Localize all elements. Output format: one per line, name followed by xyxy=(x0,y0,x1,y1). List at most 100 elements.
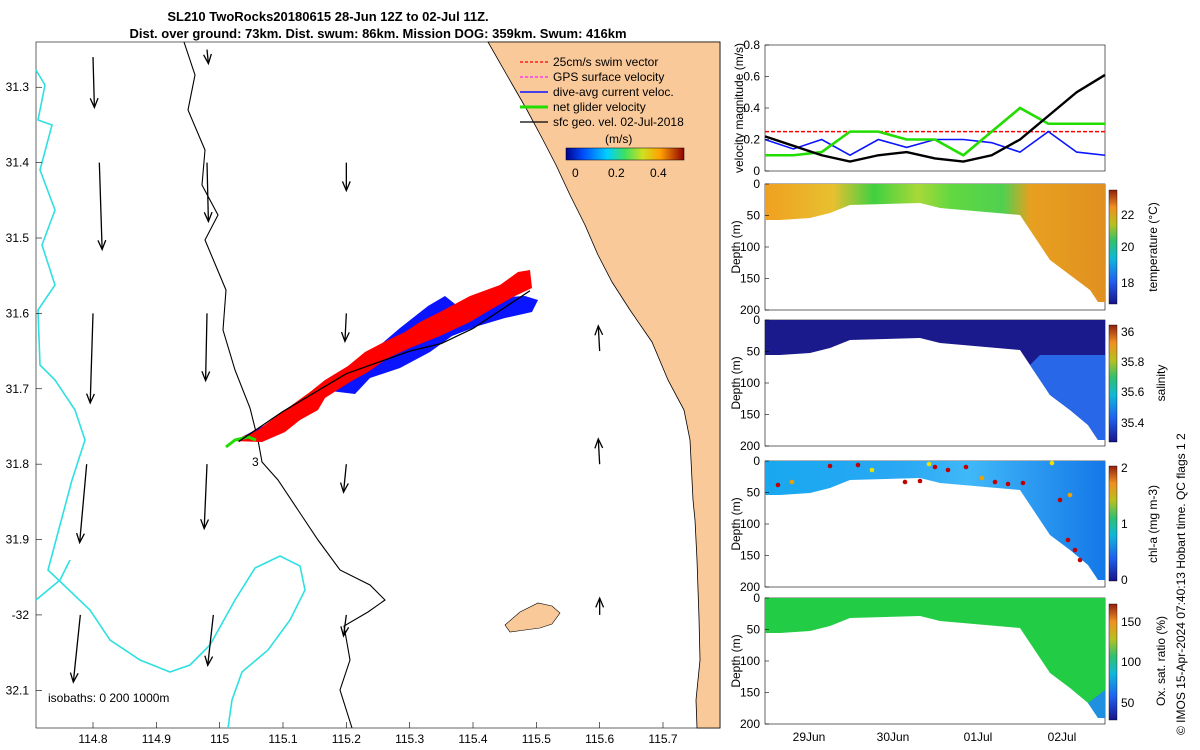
map-y-tick-label: 31.9 xyxy=(6,533,30,547)
map-y-tick-label: 31.5 xyxy=(6,231,30,245)
map-x-tick-label: 115.3 xyxy=(395,732,424,746)
temperature-colorbar-tick: 18 xyxy=(1121,276,1135,290)
time-axis-tick: 30Jun xyxy=(877,730,910,744)
figure-title: SL210 TwoRocks20180615 28-Jun 12Z to 02-… xyxy=(167,9,488,24)
temperature-colorbar-tick: 22 xyxy=(1121,208,1135,222)
depth-tick-label: 50 xyxy=(747,486,761,500)
salinity-field xyxy=(765,320,1105,440)
chla-colorbar xyxy=(1108,465,1118,582)
island xyxy=(504,602,561,633)
chla-colorbar-tick: 2 xyxy=(1121,461,1128,475)
map-y-tick-label: 32.1 xyxy=(6,683,30,697)
sfc-vector-arrow xyxy=(594,437,604,465)
map-y-tick-label: 31.3 xyxy=(6,80,30,94)
depth-tick-label: 0 xyxy=(753,591,760,605)
temperature-ylabel: Depth (m) xyxy=(729,220,743,273)
legend-entry: sfc geo. vel. 02-Jul-2018 xyxy=(553,115,684,129)
depth-tick-label: 100 xyxy=(740,517,760,531)
depth-tick-label: 100 xyxy=(740,376,760,390)
time-axis-tick: 01Jul xyxy=(964,730,993,744)
figure-subtitle: Dist. over ground: 73km. Dist. swum: 86k… xyxy=(129,26,626,41)
depth-tick-label: 50 xyxy=(747,623,761,637)
footer-credit: © IMOS 15-Apr-2024 07:40:13 Hobart time.… xyxy=(1174,433,1188,735)
track-blue-envelope xyxy=(236,296,538,440)
salinity-colorbar xyxy=(1108,324,1118,443)
map-x-tick-label: 115.7 xyxy=(648,732,677,746)
sfc-vector-arrow xyxy=(85,313,95,405)
legend-colorbar-tick: 0.4 xyxy=(650,166,667,180)
depth-tick-label: 100 xyxy=(740,654,760,668)
legend-colorbar xyxy=(565,147,685,161)
oxygen-colorbar-label: Ox. sat. ratio (%) xyxy=(1154,616,1168,706)
sfc-vector-arrow xyxy=(340,313,350,344)
depth-tick-label: 0 xyxy=(753,454,760,468)
depth-tick-label: 200 xyxy=(740,439,760,453)
temperature-colorbar-tick: 20 xyxy=(1121,240,1135,254)
temperature-panel: Depth (m) temperature (°C) 18 20 22 0 50 1… xyxy=(729,177,1160,317)
legend-colorbar-label: (m/s) xyxy=(605,132,632,146)
salinity-colorbar-tick: 35.6 xyxy=(1121,385,1145,399)
depth-tick-label: 150 xyxy=(740,272,760,286)
chla-dot xyxy=(789,479,795,485)
map-x-tick-label: 114.9 xyxy=(142,732,171,746)
map-y-tick-label: 31.4 xyxy=(6,156,30,170)
chla-colorbar-tick: 0 xyxy=(1121,573,1128,587)
map-x-tick-label: 115.6 xyxy=(585,732,614,746)
map-y-tick-label: 31.8 xyxy=(6,457,30,471)
oxygen-axes: 0 50 100 150 200 xyxy=(740,591,769,731)
depth-tick-label: 200 xyxy=(740,580,760,594)
chla-dot xyxy=(902,479,908,485)
legend-entry: 25cm/s swim vector xyxy=(553,55,658,69)
map-x-tick-label: 115.5 xyxy=(522,732,551,746)
map-y-tick-label: 31.6 xyxy=(6,306,30,320)
net-green-start xyxy=(225,435,257,449)
isobath-1000-line xyxy=(35,559,71,601)
velocity-frame xyxy=(764,44,1106,172)
map-x-tick-label: 115.4 xyxy=(458,732,487,746)
depth-tick-label: 100 xyxy=(740,240,760,254)
sfc-vector-arrow xyxy=(203,162,213,224)
chla-dot xyxy=(963,464,969,470)
sfc-vector-arrow xyxy=(204,614,214,667)
chla-ylabel: Depth (m) xyxy=(729,497,743,550)
chla-dot xyxy=(1072,547,1078,553)
track-layer xyxy=(225,270,538,449)
depth-tick-label: 50 xyxy=(747,209,761,223)
isobath-0-line xyxy=(183,41,386,729)
chla-dot xyxy=(1065,537,1071,543)
map-legend: 25cm/s swim vector GPS surface velocity … xyxy=(520,55,685,180)
legend-entry: dive-avg current veloc. xyxy=(553,85,674,99)
legend-entry: net glider velocity xyxy=(553,100,646,114)
sfc-vector-arrow xyxy=(595,596,605,615)
salinity-colorbar-tick: 36 xyxy=(1121,325,1135,339)
sfc-vector-arrow xyxy=(200,464,210,531)
sfc-vector-arrow xyxy=(69,614,81,684)
sfc-vector-arrow xyxy=(89,57,99,110)
map-x-tick-label: 115 xyxy=(210,732,229,746)
depth-tick-label: 150 xyxy=(740,408,760,422)
chla-dot xyxy=(979,475,985,481)
map-y-tick-label: 31.7 xyxy=(6,382,30,396)
temperature-axes: 0 50 100 150 200 xyxy=(740,177,769,317)
depth-tick-label: 50 xyxy=(747,345,761,359)
sfc-vector-arrow xyxy=(339,464,349,494)
salinity-colorbar-tick: 35.8 xyxy=(1121,355,1145,369)
chla-panel: Depth (m) chl-a (mg m-3) 0 1 2 0 50 100 150… xyxy=(729,454,1160,594)
chla-dot xyxy=(869,467,875,473)
chla-colorbar-label: chl-a (mg m-3) xyxy=(1146,485,1160,563)
map-axes: 114.8 114.9 115 115.1 115.2 115.3 115.4 115.5 11… xyxy=(6,80,678,746)
time-axis-tick: 02Jul xyxy=(1048,730,1077,744)
salinity-colorbar-label: salinity xyxy=(1154,365,1168,402)
salinity-deep-field xyxy=(1030,355,1105,440)
map-x-tick-label: 115.2 xyxy=(332,732,361,746)
depth-tick-label: 0 xyxy=(753,313,760,327)
velocity-y-tick-label: 0.6 xyxy=(743,70,760,84)
sfc-vector-arrow xyxy=(75,464,88,545)
velocity-series-layer xyxy=(764,73,1106,163)
sfc-vector-layer xyxy=(69,49,605,684)
salinity-panel: Depth (m) salinity 35.4 35.6 35.8 36 0 50… xyxy=(729,313,1168,453)
chla-axes: 0 50 100 150 200 xyxy=(740,454,769,594)
salinity-colorbar-tick: 35.4 xyxy=(1121,416,1145,430)
oxygen-ylabel: Depth (m) xyxy=(729,634,743,687)
